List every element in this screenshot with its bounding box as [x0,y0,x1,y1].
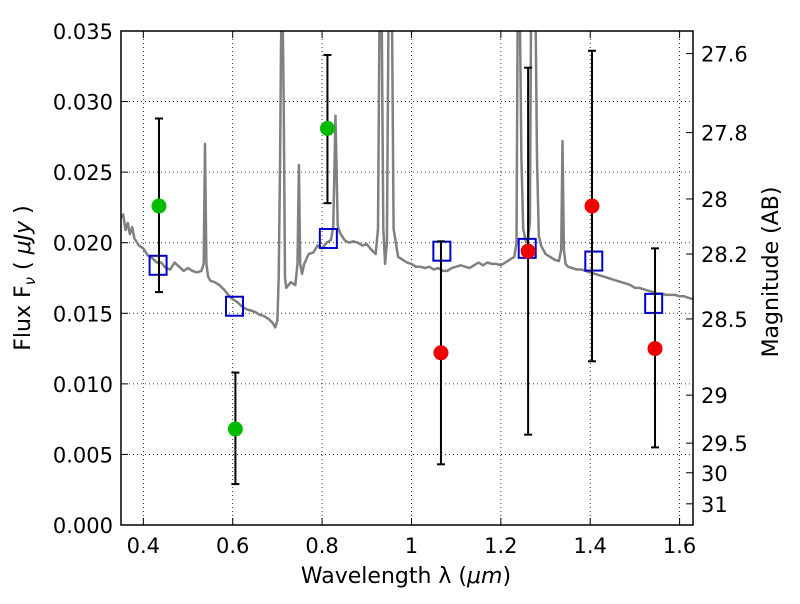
x-tick-label: 1.6 [663,534,696,558]
model-square-marker [644,292,664,314]
y-tick-label: 0.000 [53,514,113,538]
x-axis-label-main: Wavelength λ ( [301,564,467,589]
y-axis-label-main: Flux F [11,285,36,350]
x-axis-label-end: ) [502,564,511,589]
model-square-marker [584,250,604,272]
y-axis-label-end: ) [11,205,36,221]
y2-tick-label: 27.8 [701,122,748,146]
model-square-marker [318,227,338,249]
data-point-marker [647,341,663,357]
y-tick-label: 0.020 [53,232,113,256]
spectrum-line [121,31,693,329]
x-tick-label: 1 [405,534,418,558]
data-point-marker [151,198,167,214]
y2-tick-label: 27.6 [701,43,748,67]
y-tick-label: 0.025 [53,161,113,185]
x-tick-label: 0.8 [305,534,338,558]
y-axis-label-sub: ν [21,277,39,285]
x-axis-label: Wavelength λ (μm) [301,564,511,589]
y2-tick-label: 29 [701,384,728,408]
x-tick-label: 1.2 [484,534,517,558]
ticks: 0.4 0.6 0.8 1 1.2 1.4 1.6 0.000 0.005 0.010 0.015 0… [53,20,748,558]
x-tick-label: 1.4 [574,534,607,558]
y-axis-label-unit: μJy [11,220,36,255]
y-tick-label: 0.005 [53,443,113,467]
y2-tick-label: 31 [701,493,728,517]
y-tick-label: 0.030 [53,91,113,115]
y2-axis-label: Magnitude (AB) [759,187,784,358]
data-point-marker [584,198,600,214]
y2-tick-label: 28.5 [701,308,748,332]
plot-frame [120,30,694,526]
data-point-marker [433,345,449,361]
y-tick-label: 0.015 [53,302,113,326]
data-point-marker [520,243,536,259]
x-tick-label: 0.4 [127,534,160,558]
x-tick-label: 0.6 [216,534,249,558]
data-point-marker [227,421,243,437]
marker-layer [148,49,664,486]
y2-tick-label: 28 [701,188,728,212]
model-square-marker [225,295,245,317]
y2-tick-label: 30 [701,462,728,486]
data-point-marker [319,120,335,136]
y-tick-label: 0.035 [53,20,113,44]
y-tick-label: 0.010 [53,373,113,397]
y-axis-label: Flux Fν ( μJy ) [11,205,39,350]
y-axis-label-paren: ( [11,254,36,277]
x-axis-label-unit: μm [466,564,502,589]
y2-tick-label: 29.5 [701,432,748,456]
plot-area [121,31,693,329]
y2-tick-label: 28.2 [701,243,748,267]
